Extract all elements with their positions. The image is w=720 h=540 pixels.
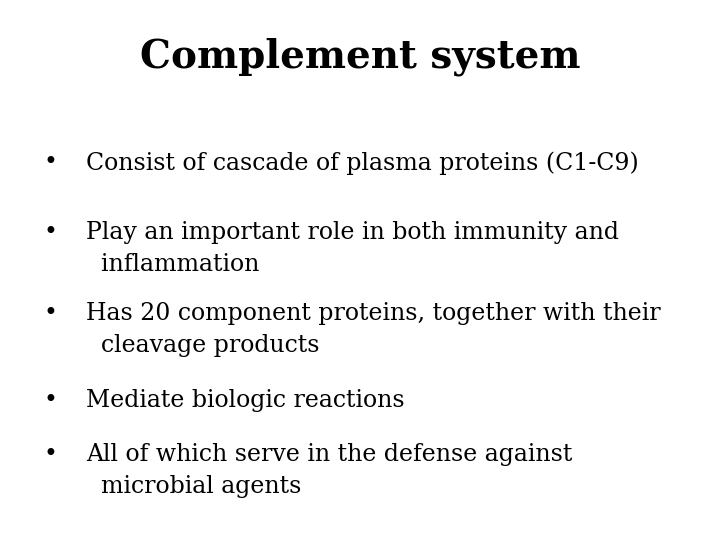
Text: •: • bbox=[43, 221, 58, 245]
Text: Consist of cascade of plasma proteins (C1-C9): Consist of cascade of plasma proteins (C… bbox=[86, 151, 639, 175]
Text: Has 20 component proteins, together with their
  cleavage products: Has 20 component proteins, together with… bbox=[86, 302, 661, 357]
Text: Complement system: Complement system bbox=[140, 38, 580, 76]
Text: Play an important role in both immunity and
  inflammation: Play an important role in both immunity … bbox=[86, 221, 619, 276]
Text: •: • bbox=[43, 151, 58, 174]
Text: Mediate biologic reactions: Mediate biologic reactions bbox=[86, 389, 405, 412]
Text: •: • bbox=[43, 302, 58, 326]
Text: •: • bbox=[43, 389, 58, 412]
Text: •: • bbox=[43, 443, 58, 466]
Text: All of which serve in the defense against
  microbial agents: All of which serve in the defense agains… bbox=[86, 443, 573, 498]
